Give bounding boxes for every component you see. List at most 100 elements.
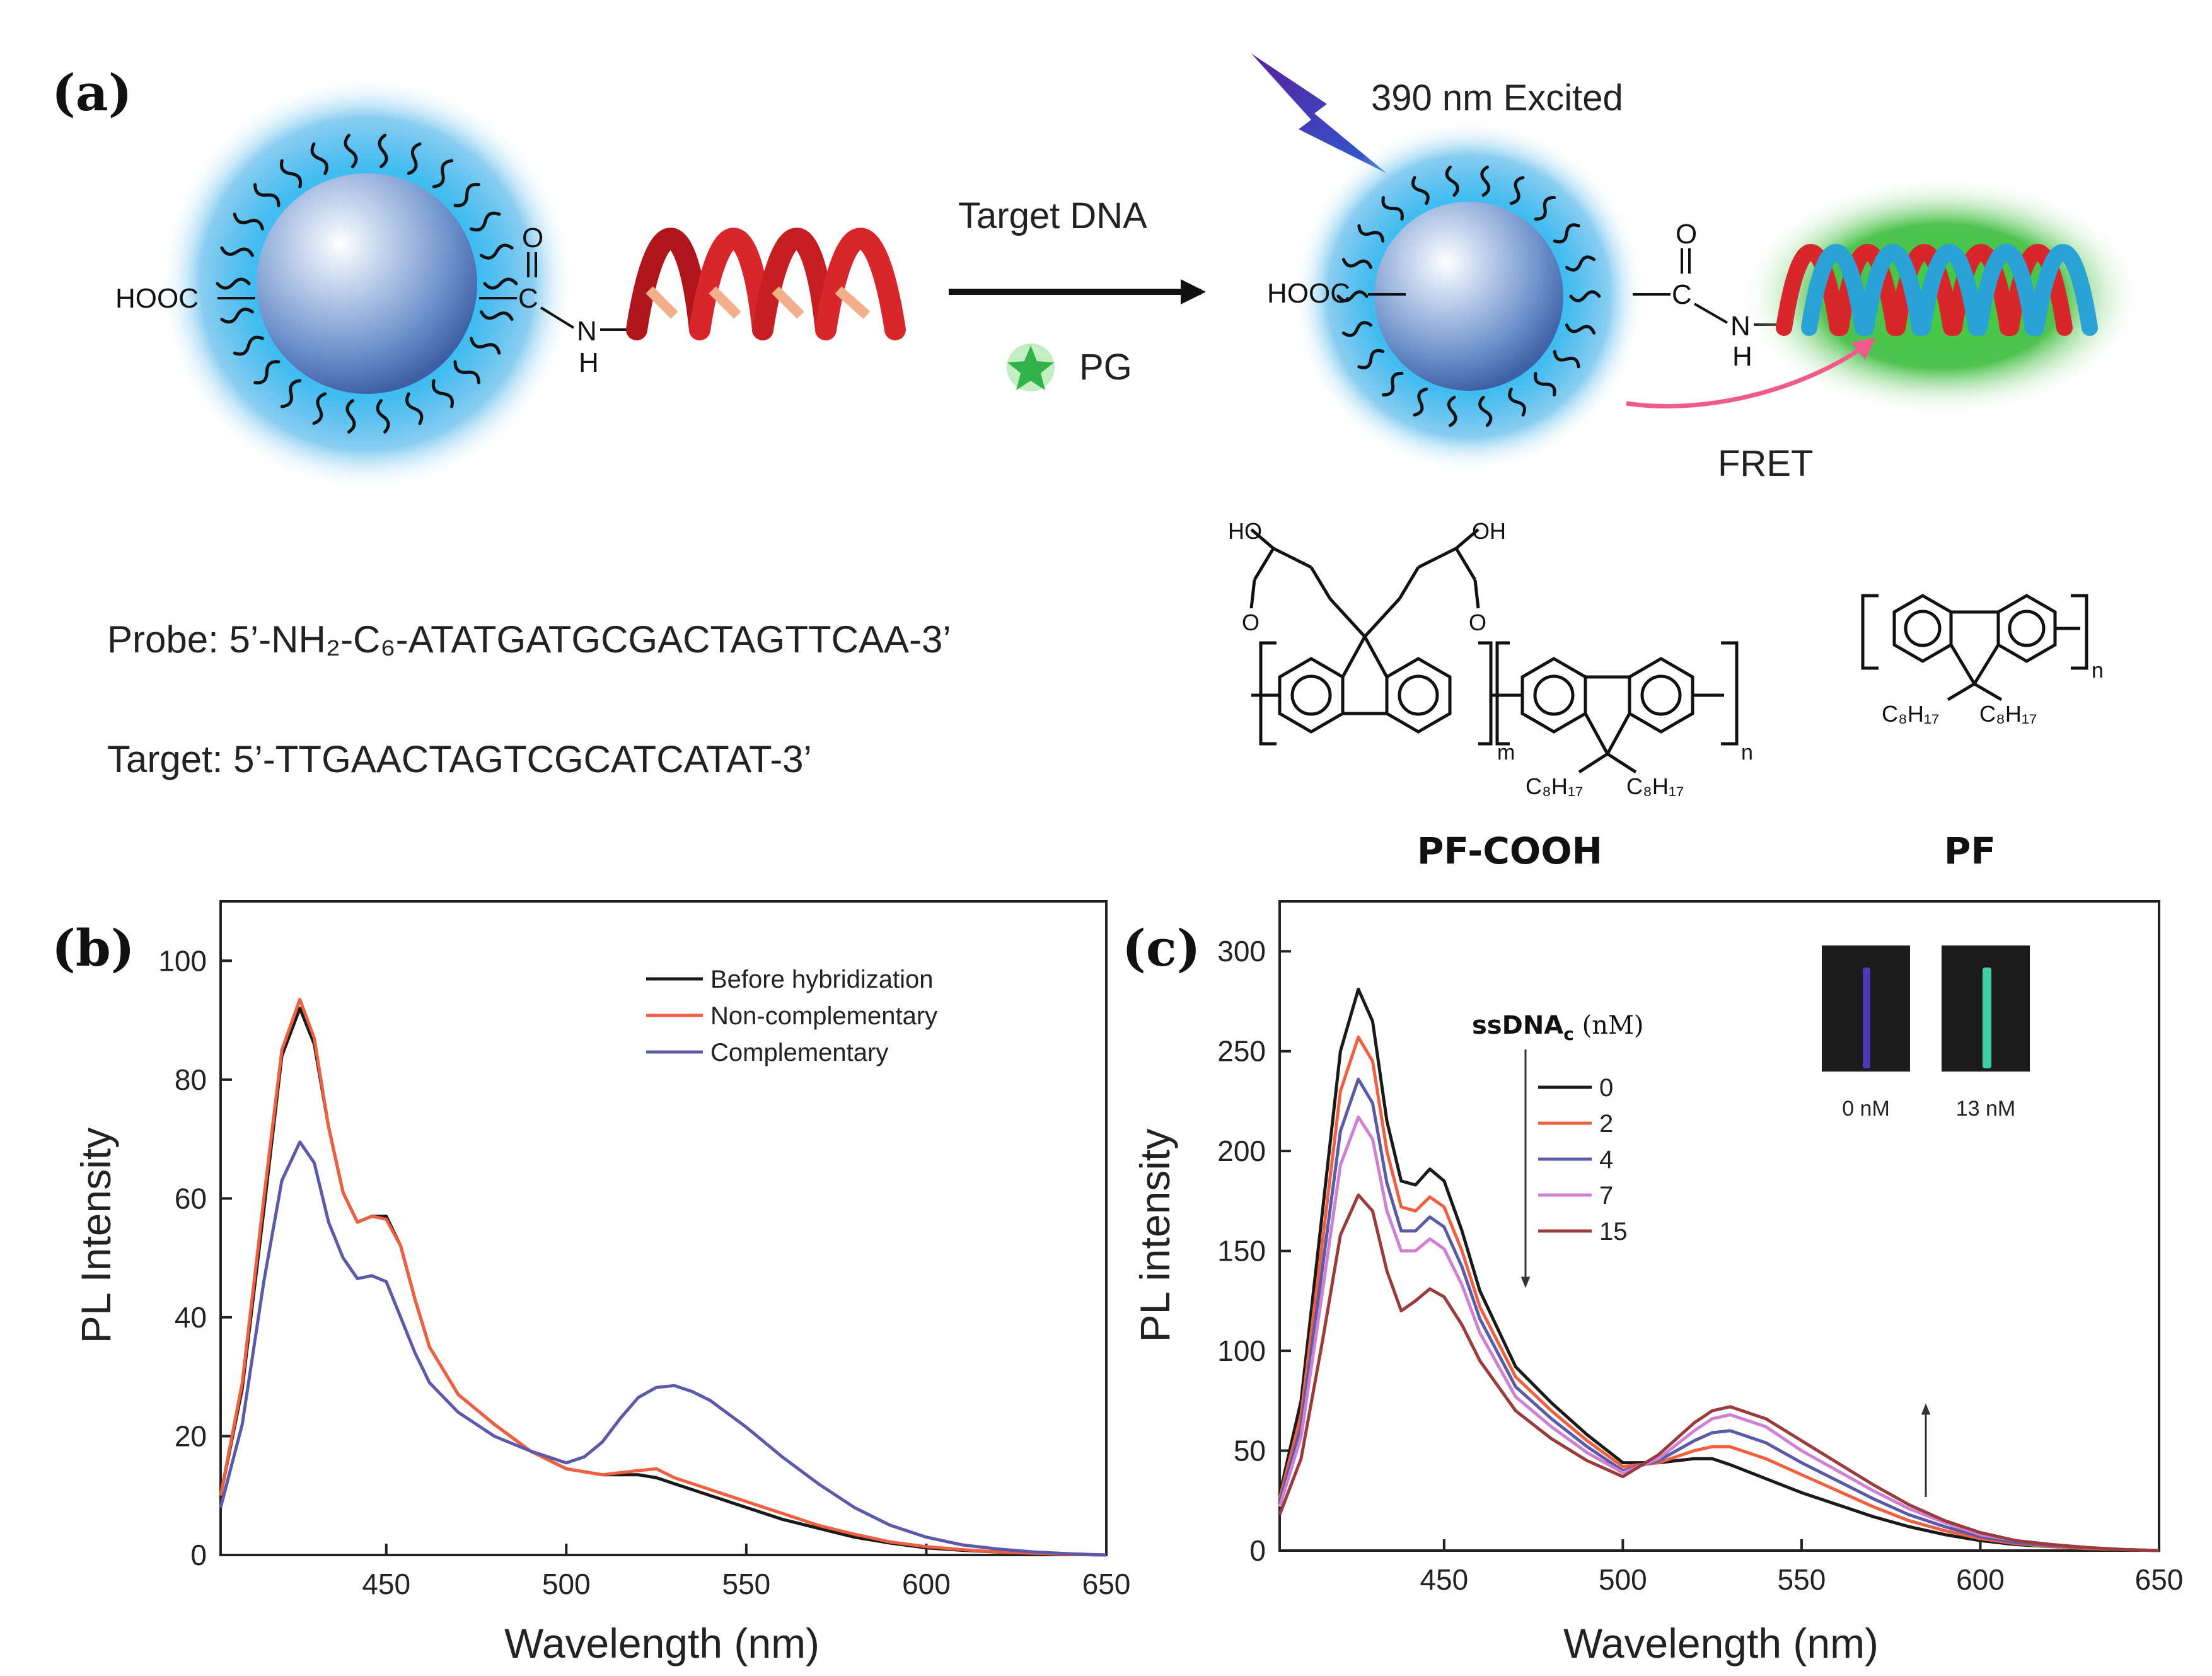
surface-chains (1336, 165, 1601, 427)
cuvette-glow-green (1983, 968, 1991, 1068)
legend-label: Complementary (710, 1039, 888, 1066)
alkyl-chain-label: C₈H₁₇ (1979, 701, 2037, 727)
y-axis-label: PL intensity (1132, 1129, 1178, 1343)
y-tick-label: 100 (158, 944, 207, 977)
series-line-7 (1278, 1115, 2160, 1552)
helix-strand (1776, 244, 1846, 336)
surface-chain (253, 183, 281, 207)
struct-oh-label: OH (1472, 518, 1506, 544)
surface-chain (1447, 395, 1457, 427)
y-tick-label: 80 (175, 1063, 207, 1096)
nanoparticle-right (1292, 120, 1645, 473)
legend-label: 0 (1599, 1074, 1613, 1102)
plot-frame (1278, 900, 2160, 1552)
y-tick-label: 0 (190, 1539, 207, 1571)
x-axis-label: Wavelength (nm) (1563, 1620, 1879, 1667)
surface-chain (253, 360, 281, 384)
x-axis-label: Wavelength (nm) (504, 1620, 819, 1667)
surface-chain (220, 308, 254, 324)
nanoparticle-left (159, 76, 575, 492)
legend: Before hybridization Non-complementary Com… (646, 966, 937, 1066)
y-tick-label: 0 (1249, 1534, 1266, 1567)
pf-name: PF (1944, 829, 1996, 872)
pf-cooh-name: PF-COOH (1417, 829, 1602, 872)
y-tick-label: 200 (1217, 1135, 1266, 1167)
surface-chain (470, 211, 501, 232)
carbon-label: C (1672, 279, 1692, 310)
surface-chain (1508, 387, 1526, 417)
alkyl-chain-label: C₈H₁₇ (1882, 701, 1939, 727)
pf-structure (1861, 594, 2088, 702)
legend: 0 2 4 7 15 (1538, 1074, 1628, 1245)
plot-frame (219, 900, 1108, 1556)
arrow-label-target-dna: Target DNA (958, 195, 1147, 236)
surface-chain (405, 392, 424, 425)
helix-strand (1833, 244, 1902, 336)
surface-chain (220, 246, 254, 257)
y-axis-label: PL Intensity (72, 1128, 119, 1343)
alkyl-chain-label: C₈H₁₇ (1626, 773, 1684, 799)
x-tick-label: 450 (362, 1568, 410, 1600)
helix-strand (1946, 244, 2016, 336)
y-tick-label: 50 (1234, 1435, 1266, 1467)
helix-strand (1858, 244, 1928, 336)
bond-line (540, 306, 575, 329)
carbonyl-o-label: O (522, 223, 543, 253)
helix-strand (1971, 244, 2041, 336)
carbonyl-o-label: O (1676, 219, 1697, 250)
x-tick-label: 450 (1420, 1563, 1468, 1596)
surface-chain (1534, 196, 1556, 221)
surface-chain (431, 379, 454, 408)
probe-sequence: Probe: 5’-NH₂-C₆-ATATGATGCGACTAGTTCAA-3’ (107, 618, 951, 661)
inset-photos: 0 nM 13 nM (1822, 945, 2030, 1121)
x-tick-label: 550 (1778, 1563, 1826, 1596)
amide-h-label: H (579, 347, 599, 378)
helix-strand (1801, 244, 1871, 336)
surface-chain (1445, 165, 1459, 197)
surface-chain (312, 392, 327, 425)
helix-strand (2003, 244, 2073, 336)
surface-chain (1341, 321, 1373, 337)
x-tick-label: 600 (1956, 1563, 2005, 1596)
surface-chain (480, 243, 514, 260)
struct-o-label: O (1469, 610, 1486, 635)
amide-h-label: H (1732, 341, 1752, 372)
y-tick-label: 60 (175, 1182, 207, 1215)
surface-chain (1553, 223, 1580, 244)
y-tick-label: 150 (1217, 1235, 1266, 1268)
surface-chain (1357, 349, 1385, 369)
surface-chain (1509, 176, 1525, 205)
probe-dna-helix (626, 228, 906, 340)
series-line-complementary (219, 1140, 1107, 1557)
surface-chain (280, 159, 303, 188)
target-sequence: Target: 5’-TTGAACTAGTCGCATCATAT-3’ (107, 738, 812, 780)
subscript-n: n (1741, 741, 1753, 765)
surface-chain (1381, 371, 1404, 396)
surface-chain (1553, 350, 1580, 369)
inset-label: 13 nM (1956, 1097, 2016, 1121)
nanoparticle-sphere (1374, 202, 1563, 391)
panel-c-label: (c) (1122, 918, 1200, 978)
series-line-15 (1278, 1193, 2160, 1552)
y-tick-label: 20 (175, 1419, 207, 1452)
series-line-2 (1278, 1036, 2160, 1552)
panel-a: (a) HOOC C O N H Target DNA (52, 54, 2143, 872)
subscript-n: n (2092, 659, 2104, 683)
surface-chain (1357, 224, 1385, 243)
surface-chain (432, 159, 454, 188)
surface-chain (344, 134, 358, 168)
struct-ho-label: HO (1228, 518, 1262, 544)
series-line-0 (1278, 987, 2160, 1552)
surface-chain (1534, 371, 1556, 396)
surface-chain (453, 183, 480, 207)
surface-chain (216, 277, 251, 290)
legend-label: 2 (1599, 1110, 1613, 1138)
cuvette-glow-blue (1863, 968, 1870, 1068)
surface-chain (1569, 290, 1601, 303)
panel-b-label: (b) (52, 918, 135, 978)
legend-label: 15 (1599, 1218, 1628, 1245)
surface-chain (376, 399, 390, 434)
pf-cooh-structure (1249, 528, 1739, 774)
x-tick-label: 600 (902, 1568, 951, 1600)
